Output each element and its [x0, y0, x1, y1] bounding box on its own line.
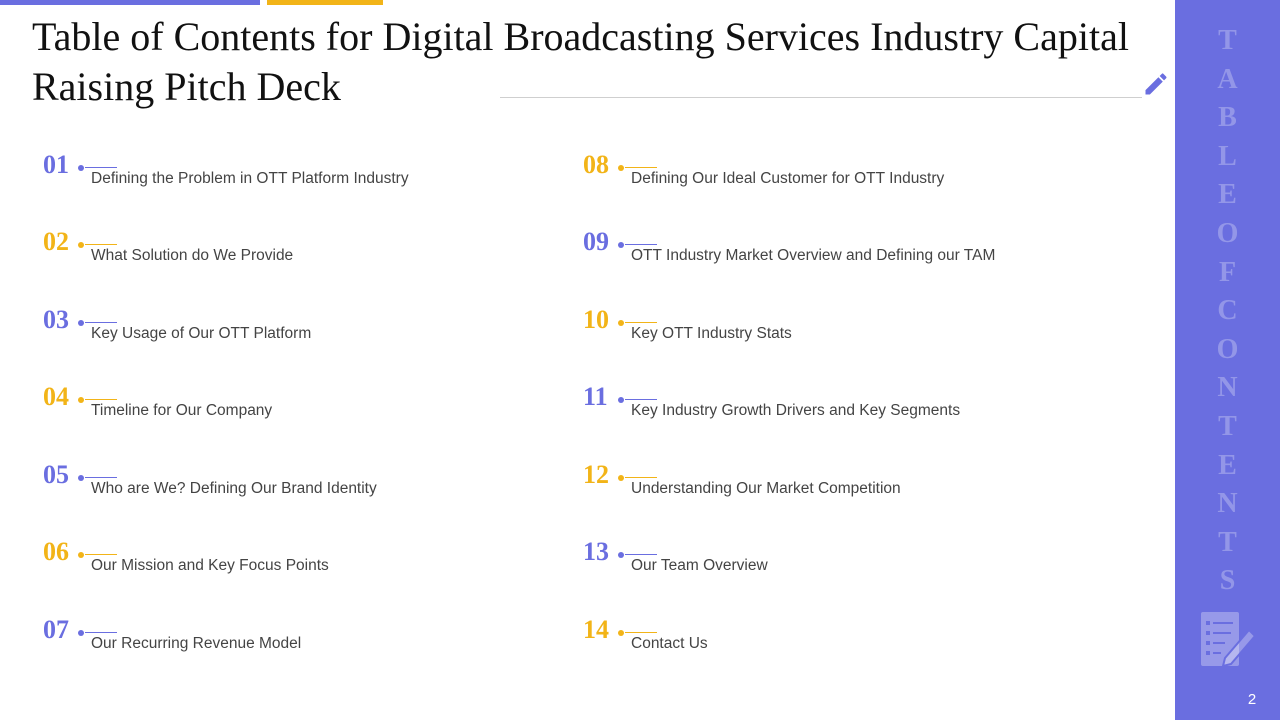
toc-label: Our Mission and Key Focus Points: [91, 557, 329, 574]
toc-item-09[interactable]: 09 OTT Industry Market Overview and Defi…: [583, 227, 1103, 267]
toc-item-05[interactable]: 05 Who are We? Defining Our Brand Identi…: [43, 460, 563, 500]
toc-item-06[interactable]: 06 Our Mission and Key Focus Points: [43, 537, 563, 577]
toc-number: 10: [583, 305, 609, 334]
toc-number: 13: [583, 537, 609, 566]
toc-number: 03: [43, 305, 69, 334]
toc-label: Timeline for Our Company: [91, 402, 273, 419]
toc-item-11[interactable]: 11 Key Industry Growth Drivers and Key S…: [583, 382, 1103, 422]
toc-number: 14: [583, 615, 609, 644]
toc-item-14[interactable]: 14 Contact Us: [583, 615, 1103, 655]
bullet-dot: [618, 552, 624, 558]
bullet-dot: [78, 475, 84, 481]
bullet-dot: [618, 320, 624, 326]
toc-label: Our Team Overview: [631, 557, 768, 574]
toc-item-04[interactable]: 04 Timeline for Our Company: [43, 382, 563, 422]
pencil-icon: [1145, 73, 1167, 95]
toc-item-12[interactable]: 12 Understanding Our Market Competition: [583, 460, 1103, 500]
bullet-dot: [78, 552, 84, 558]
toc-number: 04: [43, 382, 69, 411]
connector-line: [625, 477, 657, 478]
bullet-dot: [618, 475, 624, 481]
top-accent-bar-purple: [0, 0, 260, 5]
toc-number: 11: [583, 382, 608, 411]
toc-item-13[interactable]: 13 Our Team Overview: [583, 537, 1103, 577]
bullet-dot: [78, 320, 84, 326]
connector-line: [85, 477, 117, 478]
toc-item-02[interactable]: 02 What Solution do We Provide: [43, 227, 563, 267]
bullet-dot: [78, 630, 84, 636]
toc-item-08[interactable]: 08 Defining Our Ideal Customer for OTT I…: [583, 150, 1103, 190]
page-number: 2: [1247, 691, 1257, 708]
toc-number: 12: [583, 460, 609, 489]
toc-label: Key Industry Growth Drivers and Key Segm…: [631, 402, 961, 419]
toc-label: Defining Our Ideal Customer for OTT Indu…: [631, 170, 945, 187]
connector-line: [625, 244, 657, 245]
toc-number: 02: [43, 227, 69, 256]
connector-line: [85, 244, 117, 245]
connector-line: [85, 322, 117, 323]
toc-label: Understanding Our Market Competition: [631, 480, 901, 497]
connector-line: [625, 632, 657, 633]
toc-item-07[interactable]: 07 Our Recurring Revenue Model: [43, 615, 563, 655]
connector-line: [625, 399, 657, 400]
connector-line: [625, 322, 657, 323]
toc-number: 06: [43, 537, 69, 566]
toc-label: Defining the Problem in OTT Platform Ind…: [91, 170, 409, 187]
toc-label: Who are We? Defining Our Brand Identity: [91, 480, 377, 497]
bullet-dot: [618, 397, 624, 403]
page-title: Table of Contents for Digital Broadcasti…: [32, 14, 1129, 109]
toc-number: 08: [583, 150, 609, 179]
bullet-dot: [618, 165, 624, 171]
connector-line: [625, 554, 657, 555]
toc-item-01[interactable]: 01 Defining the Problem in OTT Platform …: [43, 150, 563, 190]
sidebar-panel: TABLE OF CONTENTS: [1175, 0, 1280, 720]
document-edit-icon: [1201, 612, 1257, 668]
toc-number: 01: [43, 150, 69, 179]
connector-line: [85, 632, 117, 633]
connector-line: [85, 399, 117, 400]
toc-number: 09: [583, 227, 609, 256]
toc-number: 05: [43, 460, 69, 489]
toc-label: OTT Industry Market Overview and Definin…: [631, 247, 996, 264]
sidebar-vertical-label: TABLE OF CONTENTS: [1216, 25, 1239, 597]
toc-item-03[interactable]: 03 Key Usage of Our OTT Platform: [43, 305, 563, 345]
connector-line: [85, 554, 117, 555]
toc-label: What Solution do We Provide: [91, 247, 294, 264]
bullet-dot: [618, 630, 624, 636]
top-accent-bar-yellow: [267, 0, 383, 5]
toc-label: Contact Us: [631, 635, 708, 652]
toc-label: Key OTT Industry Stats: [631, 325, 792, 342]
toc-number: 07: [43, 615, 69, 644]
toc-item-10[interactable]: 10 Key OTT Industry Stats: [583, 305, 1103, 345]
connector-line: [85, 167, 117, 168]
title-divider: [500, 97, 1142, 98]
toc-label: Key Usage of Our OTT Platform: [91, 325, 312, 342]
bullet-dot: [618, 242, 624, 248]
bullet-dot: [78, 242, 84, 248]
bullet-dot: [78, 397, 84, 403]
bullet-dot: [78, 165, 84, 171]
toc-label: Our Recurring Revenue Model: [91, 635, 302, 652]
connector-line: [625, 167, 657, 168]
